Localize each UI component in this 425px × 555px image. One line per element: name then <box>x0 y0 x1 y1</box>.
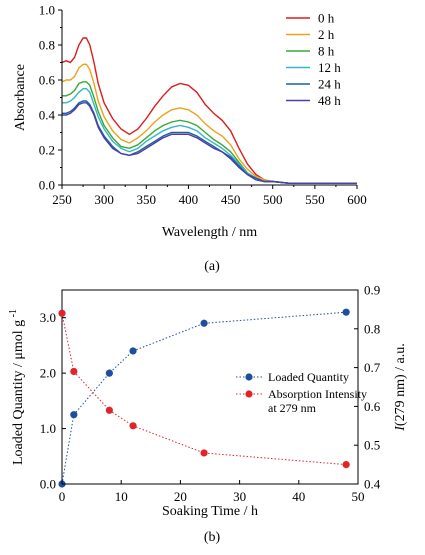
x-tick-label: 500 <box>263 192 283 207</box>
data-point <box>342 308 350 316</box>
y-tick-label: 0.8 <box>39 38 55 53</box>
y-left-tick-label: 0.0 <box>40 477 56 492</box>
legend-label: 2 h <box>318 27 335 42</box>
x-tick-label: 250 <box>52 192 72 207</box>
y-tick-label: 0.0 <box>39 178 55 193</box>
panel-a-label: (a) <box>204 259 220 274</box>
x-axis-title: Soaking Time / h <box>162 504 258 519</box>
legend-label: at 279 nm <box>268 401 317 415</box>
x-tick-label: 30 <box>233 489 246 504</box>
y-left-tick-label: 1.0 <box>40 421 56 436</box>
legend-label: 0 h <box>318 11 335 26</box>
x-tick-label: 40 <box>292 489 305 504</box>
legend-swatch-marker <box>245 373 253 381</box>
data-point <box>129 347 137 355</box>
panel-b-label: (b) <box>204 530 221 545</box>
data-point <box>70 367 78 376</box>
x-tick-label: 400 <box>179 192 199 207</box>
series-line-0h <box>61 37 357 184</box>
y-right-tick-label: 0.6 <box>364 399 381 414</box>
y-right-axis-title: I(279 nm) / a.u. <box>393 343 408 432</box>
legend-label: 24 h <box>318 77 341 92</box>
legend-label: 12 h <box>318 60 341 75</box>
x-tick-label: 20 <box>174 489 187 504</box>
plot-frame <box>61 289 359 485</box>
y-tick-label: 1.0 <box>39 3 55 18</box>
x-tick-label: 50 <box>352 489 365 504</box>
data-point <box>105 406 113 414</box>
y-tick-label: 0.6 <box>39 73 56 88</box>
data-point <box>129 422 137 430</box>
y-left-axis-title: Loaded Quantity / μmol g -1 <box>8 309 26 465</box>
y-right-tick-label: 0.9 <box>364 283 380 298</box>
y-left-tick-label: 2.0 <box>40 366 56 381</box>
y-right-tick-label: 0.5 <box>364 438 380 453</box>
x-tick-label: 450 <box>221 192 241 207</box>
y-axis-title: Absorbance <box>13 64 28 131</box>
x-tick-label: 350 <box>137 192 157 207</box>
y-tick-label: 0.2 <box>39 143 55 158</box>
series-line-absorption-intensity <box>61 313 347 466</box>
legend-label: Absorption Intensity <box>268 387 367 401</box>
x-tick-label: 600 <box>347 192 367 207</box>
y-right-tick-label: 0.4 <box>364 477 381 492</box>
series-line-2h <box>61 63 357 184</box>
data-point <box>58 309 66 317</box>
series-line-24h <box>62 100 357 184</box>
x-tick-label: 10 <box>115 489 128 504</box>
y-right-tick-label: 0.7 <box>364 360 381 375</box>
data-point <box>342 461 350 469</box>
legend-swatch-marker <box>245 390 253 398</box>
x-axis-title: Wavelength / nm <box>162 225 257 240</box>
x-tick-label: 550 <box>305 192 325 207</box>
y-right-tick-label: 0.8 <box>364 321 380 336</box>
series-line-48h <box>62 102 357 184</box>
panel-b-chart: 0 10 20 30 40 50 0.0 1.0 2.0 3.0 0.4 0.5 0.6 0.7 0.8 0.… <box>8 283 408 520</box>
legend-label: Loaded Quantity <box>268 370 349 384</box>
y-left-tick-label: 3.0 <box>40 310 56 325</box>
data-point <box>70 411 78 419</box>
data-point <box>105 369 113 377</box>
data-point <box>200 319 208 327</box>
panel-a-chart: 250 300 350 400 450 500 550 600 0.0 0.2 0.4 0.6 0.8 1… <box>13 3 367 241</box>
legend-label: 48 h <box>318 93 341 108</box>
y-tick-label: 0.4 <box>39 108 56 123</box>
data-point <box>200 449 208 457</box>
x-tick-label: 0 <box>59 489 66 504</box>
legend-label: 8 h <box>318 44 335 59</box>
series-line-loaded-quantity <box>61 311 347 485</box>
x-tick-label: 300 <box>94 192 114 207</box>
